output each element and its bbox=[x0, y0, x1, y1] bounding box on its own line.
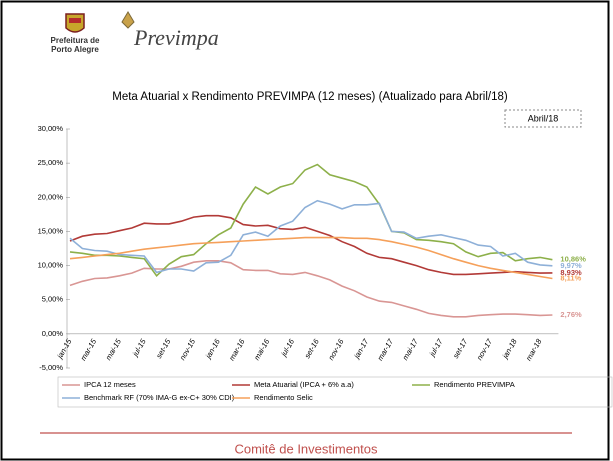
org-line: Porto Alegre bbox=[51, 45, 99, 54]
legend-label: Rendimento Selic bbox=[254, 393, 313, 402]
y-tick-label: 20,00% bbox=[38, 192, 64, 201]
org-line: Prefeitura de bbox=[51, 36, 100, 45]
legend-box bbox=[57, 376, 613, 408]
y-tick-label: 0,00% bbox=[42, 329, 64, 338]
brand: Previmpa bbox=[133, 25, 219, 50]
y-tick-label: 10,00% bbox=[38, 261, 64, 270]
value-label: 8,11% bbox=[560, 273, 581, 282]
y-tick-label: -5,00% bbox=[39, 363, 63, 372]
value-label: 2,76% bbox=[560, 310, 582, 319]
y-tick-label: 15,00% bbox=[38, 226, 64, 235]
series-line bbox=[69, 199, 553, 274]
annotation: Abril/18 bbox=[528, 113, 559, 123]
legend-label: Meta Atuarial (IPCA + 6% a.a) bbox=[254, 380, 354, 389]
city-logo bbox=[65, 13, 85, 33]
legend-label: Benchmark RF (70% IMA-G ex-C+ 30% CDI) bbox=[84, 393, 235, 402]
y-tick-label: 5,00% bbox=[42, 295, 64, 304]
footer: Comitê de Investimentos bbox=[234, 441, 378, 456]
series-line bbox=[69, 260, 553, 318]
value-label: 9,97% bbox=[560, 261, 582, 270]
series-line bbox=[69, 163, 553, 278]
y-tick-label: 25,00% bbox=[38, 158, 64, 167]
legend-label: Rendimento PREVIMPA bbox=[434, 380, 515, 389]
value-label: 10,86% bbox=[560, 255, 586, 264]
annotation-box bbox=[504, 109, 582, 128]
value-label: 8,93% bbox=[560, 268, 582, 277]
logo-band bbox=[69, 18, 81, 23]
legend-label: IPCA 12 meses bbox=[84, 380, 136, 389]
series-line bbox=[69, 236, 553, 280]
y-tick-label: 30,00% bbox=[38, 124, 64, 133]
chart-title: Meta Atuarial x Rendimento PREVIMPA (12 … bbox=[112, 91, 508, 103]
brand-icon bbox=[121, 11, 135, 29]
series-line bbox=[69, 214, 553, 276]
